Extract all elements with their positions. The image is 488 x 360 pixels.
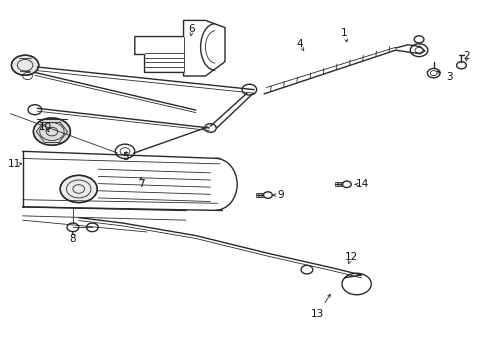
Text: 4: 4: [296, 39, 303, 49]
Text: 3: 3: [445, 72, 452, 82]
Text: 12: 12: [345, 252, 358, 262]
Text: 11: 11: [8, 159, 21, 169]
Text: 14: 14: [355, 179, 368, 189]
Text: 6: 6: [188, 24, 195, 35]
Text: 13: 13: [310, 310, 324, 319]
Circle shape: [11, 55, 39, 75]
Text: 9: 9: [277, 190, 284, 200]
Text: 5: 5: [122, 152, 128, 162]
Text: 7: 7: [138, 179, 144, 189]
Text: 1: 1: [341, 28, 347, 38]
Text: 2: 2: [462, 51, 468, 61]
Text: 10: 10: [39, 122, 52, 132]
Text: 8: 8: [69, 234, 76, 244]
Circle shape: [60, 175, 97, 203]
Circle shape: [33, 118, 70, 145]
